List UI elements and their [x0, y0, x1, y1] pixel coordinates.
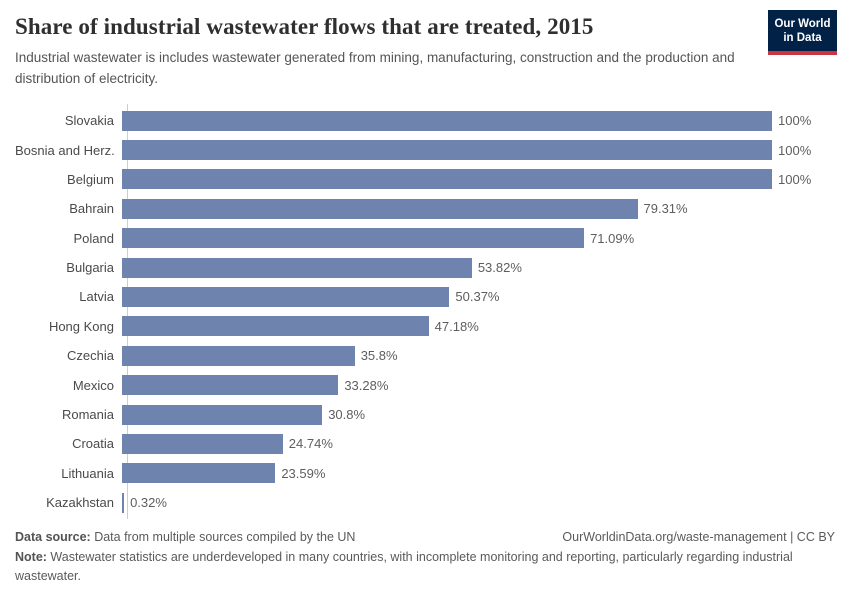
bar[interactable]: [122, 228, 585, 249]
bar-label: Bahrain: [69, 201, 114, 217]
bar-value: 24.74%: [288, 436, 333, 452]
chart-subtitle: Industrial wastewater is includes wastew…: [15, 50, 735, 86]
bar[interactable]: [122, 110, 772, 131]
bar-zone: 24.74%: [121, 433, 835, 454]
bar-zone: 100%: [121, 140, 835, 161]
bar-rows: Slovakia 100% Bosnia and Herz. 100% Belgium 1…: [15, 106, 835, 517]
bar-zone: 23.59%: [121, 463, 835, 484]
bar-value: 50.37%: [455, 289, 500, 305]
bar[interactable]: [122, 375, 339, 396]
bar-row: Lithuania 23.59%: [15, 459, 835, 488]
bar-value: 100%: [778, 171, 812, 187]
bar-zone: 0.32%: [121, 492, 835, 513]
bar-zone: 53.82%: [121, 257, 835, 278]
bar-label: Lithuania: [61, 465, 114, 481]
bar-row: Croatia 24.74%: [15, 429, 835, 458]
bar-value: 23.59%: [281, 465, 326, 481]
bar-row: Mexico 33.28%: [15, 370, 835, 399]
bar-label: Poland: [73, 230, 114, 246]
bar[interactable]: [122, 316, 429, 337]
bar[interactable]: [122, 169, 772, 190]
bar-label: Hong Kong: [48, 318, 114, 334]
data-source: Data source: Data from multiple sources …: [15, 530, 355, 544]
bar-zone: 71.09%: [121, 228, 835, 249]
bar-value: 0.32%: [130, 495, 167, 511]
bar-label: Bosnia and Herz.: [15, 142, 115, 158]
bar-zone: 100%: [121, 169, 835, 190]
bar[interactable]: [122, 198, 638, 219]
bar-label: Romania: [61, 407, 114, 423]
bar[interactable]: [122, 257, 472, 278]
bar-label: Slovakia: [64, 113, 114, 129]
bar-row: Czechia 35.8%: [15, 341, 835, 370]
bar-label: Mexico: [72, 377, 114, 393]
bar[interactable]: [122, 345, 355, 366]
bar-value: 100%: [778, 142, 812, 158]
bar-value: 30.8%: [328, 407, 366, 423]
bar-row: Latvia 50.37%: [15, 282, 835, 311]
bar-zone: 35.8%: [121, 345, 835, 366]
bar-row: Belgium 100%: [15, 165, 835, 194]
bar-zone: 50.37%: [121, 286, 835, 307]
bar-value: 79.31%: [643, 201, 688, 217]
bar-row: Kazakhstan 0.32%: [15, 488, 835, 517]
bar-label: Latvia: [79, 289, 114, 305]
bar-label: Czechia: [67, 348, 114, 364]
bar-row: Romania 30.8%: [15, 400, 835, 429]
bar-value: 71.09%: [590, 230, 635, 246]
bar-value: 53.82%: [477, 260, 522, 276]
footnote-text: Wastewater statistics are underdeveloped…: [15, 550, 793, 583]
bar-label: Belgium: [67, 171, 114, 187]
bar-value: 35.8%: [360, 348, 398, 364]
data-source-label: Data source:: [15, 530, 91, 545]
owid-logo-line1: Our World: [774, 18, 831, 30]
bar-row: Bulgaria 53.82%: [15, 253, 835, 282]
bar-chart: Slovakia 100% Bosnia and Herz. 100% Belgium 1…: [15, 103, 835, 520]
bar[interactable]: [122, 286, 450, 307]
chart-title: Share of industrial wastewater flows tha…: [15, 14, 594, 39]
bar[interactable]: [122, 492, 125, 513]
bar-value: 47.18%: [434, 318, 479, 334]
owid-logo[interactable]: Our World in Data: [768, 10, 837, 55]
y-axis-line: [127, 103, 128, 520]
footnote: Note: Wastewater statistics are underdev…: [15, 548, 835, 584]
bar-zone: 30.8%: [121, 404, 835, 425]
bar-row: Bahrain 79.31%: [15, 194, 835, 223]
bar[interactable]: [122, 404, 323, 425]
bar[interactable]: [122, 433, 283, 454]
bar-label: Kazakhstan: [46, 495, 114, 511]
attribution-link[interactable]: OurWorldinData.org/waste-management | CC…: [562, 530, 835, 545]
bar-zone: 100%: [121, 110, 835, 131]
bar-row: Slovakia 100%: [15, 106, 835, 135]
bar-value: 33.28%: [344, 377, 389, 393]
bar-label: Croatia: [72, 436, 114, 452]
bar[interactable]: [122, 140, 772, 161]
bar-row: Hong Kong 47.18%: [15, 312, 835, 341]
owid-logo-line2: in Data: [783, 32, 822, 45]
bar-row: Poland 71.09%: [15, 224, 835, 253]
bar-row: Bosnia and Herz. 100%: [15, 135, 835, 164]
footnote-label: Note:: [15, 550, 47, 565]
bar-zone: 79.31%: [121, 198, 835, 219]
bar[interactable]: [122, 463, 276, 484]
bar-zone: 47.18%: [121, 316, 835, 337]
bar-zone: 33.28%: [121, 375, 835, 396]
bar-value: 100%: [778, 113, 812, 129]
bar-label: Bulgaria: [66, 260, 114, 276]
data-source-text: Data from multiple sources compiled by t…: [90, 530, 356, 545]
footer: Data source: Data from multiple sources …: [15, 530, 835, 584]
